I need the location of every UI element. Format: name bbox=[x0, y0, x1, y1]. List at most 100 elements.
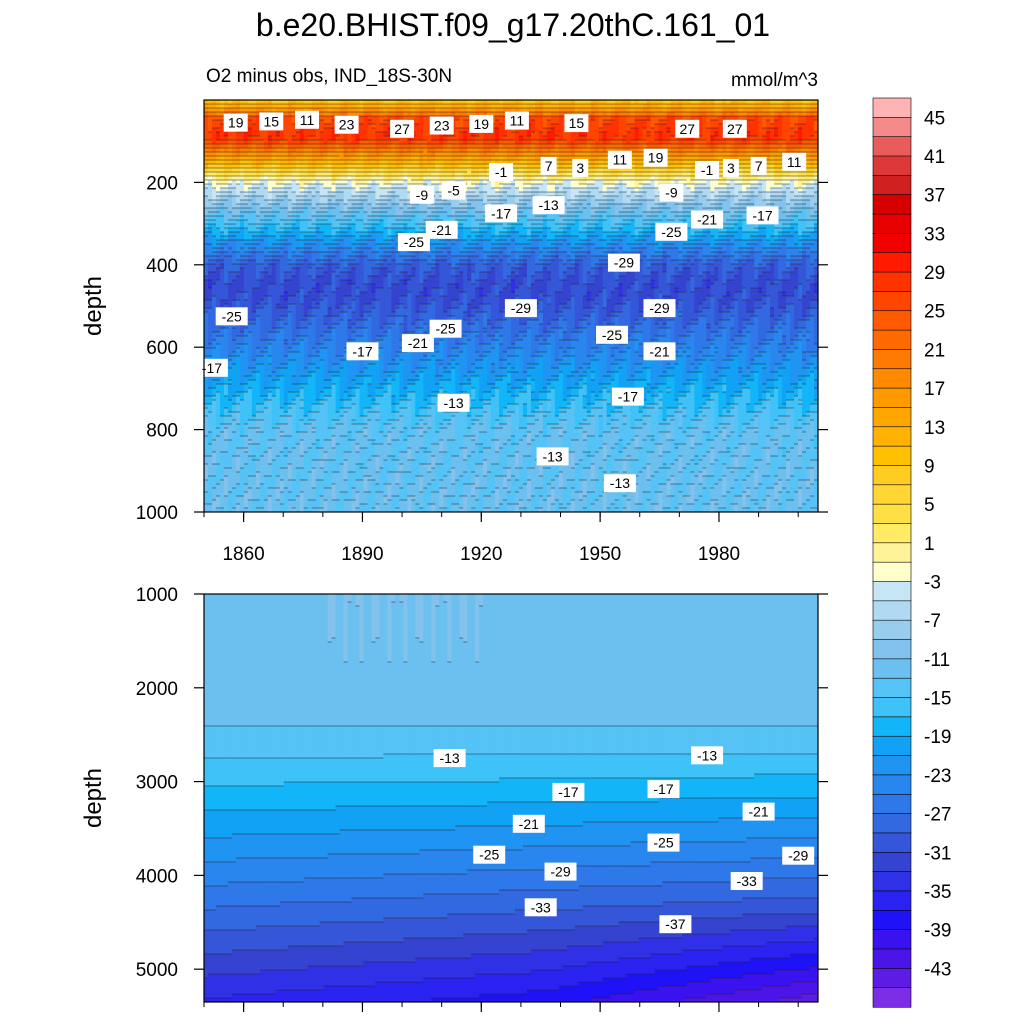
field-cell bbox=[754, 152, 759, 157]
field-cell bbox=[758, 188, 763, 193]
field-cell bbox=[219, 208, 225, 213]
field-cell bbox=[255, 120, 261, 125]
field-cell bbox=[407, 200, 412, 205]
field-cell bbox=[427, 168, 432, 173]
field-cell bbox=[634, 144, 640, 149]
field-cell bbox=[746, 100, 751, 105]
field-cell bbox=[530, 148, 536, 153]
field-cell bbox=[746, 200, 751, 205]
field-cell bbox=[383, 136, 389, 141]
field-cell bbox=[630, 172, 636, 177]
field-cell bbox=[407, 144, 412, 149]
field-cell bbox=[666, 124, 672, 129]
field-cell bbox=[403, 104, 408, 109]
field-cell bbox=[634, 192, 640, 197]
field-cell bbox=[407, 212, 412, 217]
field-cell bbox=[223, 100, 229, 105]
field-cell bbox=[231, 160, 237, 165]
field-cell bbox=[204, 212, 209, 217]
field-cell bbox=[255, 168, 261, 173]
field-cell bbox=[614, 108, 620, 113]
field-cell bbox=[315, 192, 321, 197]
field-cell bbox=[359, 172, 365, 177]
field-cell bbox=[507, 132, 512, 137]
field-cell bbox=[514, 172, 520, 177]
field-cell bbox=[383, 128, 389, 133]
field-cell bbox=[359, 188, 365, 193]
field-cell bbox=[778, 208, 783, 213]
field-cell bbox=[622, 196, 628, 201]
field-cell bbox=[271, 108, 277, 113]
field-cell bbox=[794, 148, 799, 153]
field-cell bbox=[678, 112, 684, 117]
field-cell bbox=[714, 108, 719, 113]
field-cell bbox=[514, 176, 520, 181]
field-cell bbox=[351, 164, 357, 169]
field-cell bbox=[586, 200, 592, 205]
field-cell bbox=[630, 224, 636, 229]
field-cell bbox=[439, 192, 444, 197]
field-cell bbox=[634, 140, 640, 145]
field-cell bbox=[706, 192, 711, 197]
field-cell bbox=[650, 184, 656, 189]
field-cell bbox=[407, 188, 412, 193]
field-cell bbox=[395, 116, 400, 121]
field-cell bbox=[514, 168, 520, 173]
field-cell bbox=[411, 108, 416, 113]
field-cell bbox=[606, 116, 612, 121]
field-cell bbox=[610, 116, 616, 121]
field-cell bbox=[315, 128, 321, 133]
field-cell bbox=[411, 168, 416, 173]
field-cell bbox=[622, 184, 628, 189]
field-cell bbox=[530, 116, 536, 121]
field-cell bbox=[654, 208, 660, 213]
field-cell bbox=[395, 164, 400, 169]
field-cell bbox=[291, 172, 297, 177]
field-cell bbox=[706, 152, 711, 157]
field-cell bbox=[614, 188, 620, 193]
field-cell bbox=[806, 212, 811, 217]
field-cell bbox=[742, 148, 747, 153]
field-cell bbox=[554, 176, 560, 181]
field-cell bbox=[514, 164, 520, 169]
field-cell bbox=[746, 152, 751, 157]
field-cell bbox=[415, 224, 420, 229]
field-cell bbox=[423, 144, 428, 149]
field-cell bbox=[467, 136, 472, 141]
field-cell bbox=[363, 168, 369, 173]
field-cell bbox=[403, 156, 408, 161]
field-cell bbox=[275, 196, 281, 201]
field-cell bbox=[347, 228, 353, 233]
field-cell bbox=[379, 228, 385, 233]
field-cell bbox=[359, 224, 365, 229]
field-cell bbox=[534, 112, 540, 117]
field-cell bbox=[379, 188, 385, 193]
field-cell bbox=[718, 204, 723, 209]
field-cell bbox=[311, 128, 317, 133]
field-cell bbox=[263, 144, 269, 149]
field-cell bbox=[483, 224, 488, 229]
field-cell bbox=[251, 192, 257, 197]
field-cell bbox=[375, 136, 381, 141]
field-cell bbox=[259, 140, 265, 145]
field-cell bbox=[303, 204, 309, 209]
field-cell bbox=[415, 144, 420, 149]
field-cell bbox=[630, 176, 636, 181]
field-cell bbox=[399, 100, 404, 105]
field-cell bbox=[622, 212, 628, 217]
field-cell bbox=[710, 156, 715, 161]
field-cell bbox=[594, 216, 600, 221]
field-cell bbox=[614, 224, 620, 229]
field-cell bbox=[351, 112, 357, 117]
field-cell bbox=[499, 160, 504, 165]
field-cell bbox=[518, 216, 524, 221]
field-cell bbox=[315, 216, 321, 221]
field-cell bbox=[618, 132, 624, 137]
field-cell bbox=[215, 136, 221, 141]
field-cell bbox=[794, 224, 799, 229]
field-cell bbox=[271, 164, 277, 169]
field-cell bbox=[207, 224, 213, 229]
field-cell bbox=[722, 156, 727, 161]
field-cell bbox=[774, 144, 779, 149]
field-cell bbox=[223, 148, 229, 153]
